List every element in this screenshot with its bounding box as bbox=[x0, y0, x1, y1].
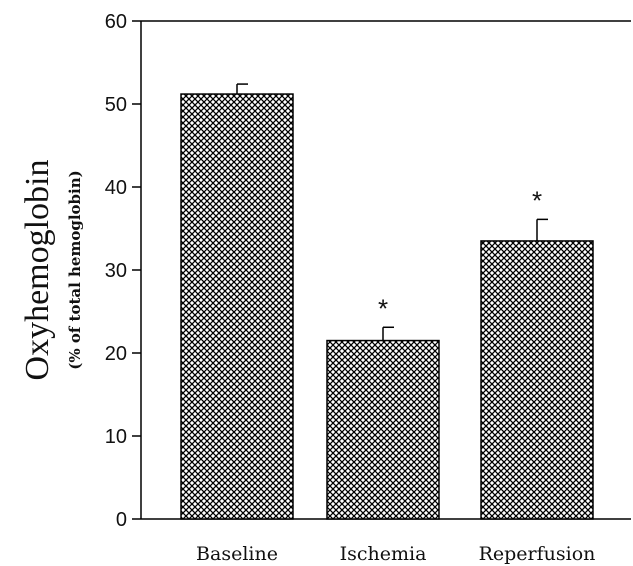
bar-ischemia bbox=[326, 339, 440, 520]
y-tick-label: 20 bbox=[105, 343, 127, 365]
y-tick-label: 0 bbox=[116, 509, 127, 531]
y-tick-label: 40 bbox=[105, 177, 127, 199]
y-axis-sublabel: (% of total hemoglobin) bbox=[66, 170, 84, 369]
x-tick-label: Reperfusion bbox=[479, 543, 596, 565]
y-tick-label: 50 bbox=[105, 94, 127, 116]
bar-reperfusion bbox=[480, 240, 594, 520]
significance-marker: * bbox=[378, 293, 388, 323]
x-tick-label: Baseline bbox=[196, 543, 278, 565]
y-tick-label: 30 bbox=[105, 260, 127, 282]
bar-baseline bbox=[180, 93, 294, 520]
y-tick-label: 10 bbox=[105, 426, 127, 448]
x-tick-label: Ischemia bbox=[340, 543, 427, 565]
y-tick-label: 60 bbox=[105, 11, 127, 33]
y-axis-label: Oxyhemoglobin bbox=[19, 160, 56, 381]
significance-marker: * bbox=[532, 185, 542, 215]
